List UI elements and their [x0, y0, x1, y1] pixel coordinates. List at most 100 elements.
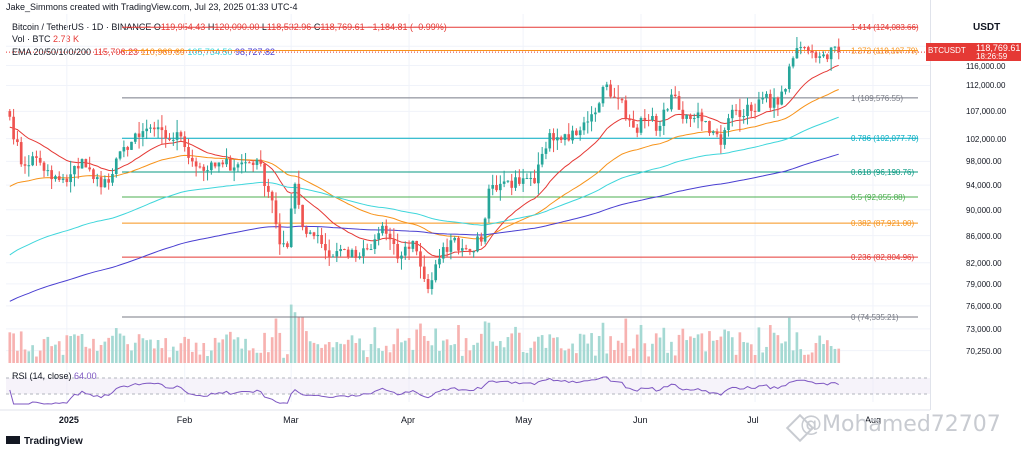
candle	[677, 91, 681, 110]
candle	[324, 233, 327, 260]
volume-bar	[521, 352, 525, 363]
price-tick-label: 86,000.00	[966, 231, 1002, 241]
volume-bar	[498, 341, 502, 363]
volume-bar	[776, 335, 780, 363]
volume-bar	[95, 350, 99, 363]
volume-bar	[80, 334, 84, 363]
volume-bar	[822, 344, 825, 363]
candle	[8, 109, 12, 121]
volume-bar	[8, 332, 12, 363]
price-tick-label: 94,000.00	[966, 181, 1002, 191]
candle	[749, 102, 753, 119]
price-axis[interactable]	[930, 0, 1024, 410]
candle	[810, 44, 814, 59]
volume-bar	[145, 340, 149, 363]
volume-bar	[445, 339, 449, 363]
volume-bar	[818, 335, 822, 363]
currency-label: USDT	[973, 22, 1001, 33]
volume-bar	[240, 348, 244, 363]
candle	[225, 148, 228, 168]
candle	[711, 130, 715, 136]
rsi-line	[9, 376, 839, 405]
volume-bar	[605, 353, 609, 363]
candle	[544, 141, 548, 160]
volume-bar	[449, 345, 453, 363]
chart-attribution: Jake_Simmons created with TradingView.co…	[6, 2, 298, 12]
volume-bar	[533, 341, 536, 363]
volume-bar	[677, 334, 681, 363]
volume-bar	[799, 349, 803, 363]
candle	[248, 161, 251, 164]
volume-bar	[190, 351, 194, 363]
volume-bar	[833, 348, 837, 363]
candle	[133, 132, 137, 145]
volume-bar	[327, 342, 331, 363]
candle	[552, 128, 555, 153]
volume-bar	[734, 354, 738, 363]
volume-bar	[719, 336, 723, 363]
candle	[479, 232, 483, 246]
volume-bar	[384, 345, 388, 363]
volume-bar	[76, 335, 80, 363]
volume-bar	[635, 334, 639, 363]
volume-bar	[392, 344, 396, 363]
volume-bar	[377, 348, 380, 363]
candle	[799, 41, 803, 55]
candle	[521, 168, 525, 193]
rsi-legend[interactable]: RSI (14, close) 64.00	[12, 371, 97, 382]
price-tick-label: 73,000.00	[966, 324, 1002, 334]
volume-bar	[601, 322, 605, 363]
volume-bar	[61, 354, 65, 363]
volume-bar	[472, 344, 476, 363]
candle	[362, 240, 365, 264]
candle	[457, 236, 460, 255]
volume-legend[interactable]: Vol · BTC 2.73 K	[12, 34, 79, 45]
candle	[605, 81, 609, 91]
candle	[316, 227, 320, 244]
volume-bar	[69, 336, 72, 363]
volume-bar	[837, 348, 841, 363]
price-tick-label: 79,000.00	[966, 279, 1002, 289]
volume-bar	[696, 334, 700, 363]
volume-bar	[749, 344, 753, 363]
volume-bar	[422, 336, 426, 363]
candle	[571, 125, 574, 144]
rsi-value: 64.00	[74, 371, 97, 381]
time-tick-label: Aug	[865, 415, 881, 425]
candle	[784, 88, 787, 95]
volume-bar	[259, 352, 263, 363]
volume-bar	[175, 350, 179, 363]
volume-bar	[31, 345, 34, 363]
volume-bar	[339, 343, 342, 363]
volume-bar	[65, 335, 69, 363]
volume-bar	[730, 337, 734, 363]
ema100-value: 105,734.50	[187, 47, 233, 57]
volume-bar	[278, 332, 282, 363]
volume-bar	[263, 332, 266, 363]
candle	[643, 109, 647, 129]
candle	[495, 175, 498, 192]
volume-bar	[84, 346, 88, 363]
fib-level-label: 0.382 (87,921.00)	[851, 219, 914, 228]
volume-bar	[761, 352, 765, 363]
volume-bar	[293, 312, 297, 363]
candle	[95, 173, 99, 187]
candle	[373, 234, 377, 255]
tradingview-brand[interactable]: TradingView	[6, 436, 83, 447]
candle	[118, 150, 122, 161]
candle	[658, 120, 662, 137]
volume-bar	[582, 334, 586, 363]
volume-bar	[479, 333, 483, 363]
candle	[251, 160, 255, 172]
candle	[734, 104, 738, 116]
candle	[445, 238, 449, 257]
ema50-line	[9, 89, 839, 240]
candle	[384, 219, 388, 241]
volume-bar	[35, 356, 38, 363]
candle	[772, 88, 776, 118]
candle	[65, 174, 69, 187]
candle	[160, 115, 164, 145]
candle	[518, 169, 521, 186]
candle	[776, 96, 780, 116]
